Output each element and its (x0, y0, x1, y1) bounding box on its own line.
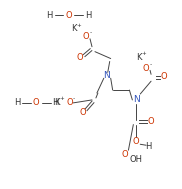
Text: O: O (77, 53, 84, 62)
Text: N: N (103, 71, 110, 80)
Text: O: O (65, 11, 72, 20)
Text: O: O (66, 98, 73, 107)
Text: -: - (73, 96, 75, 101)
Text: O: O (143, 64, 149, 73)
Text: H: H (52, 98, 59, 107)
Text: +: + (59, 96, 64, 101)
Text: H: H (14, 98, 20, 107)
Text: O: O (83, 32, 89, 41)
Text: -: - (90, 30, 92, 35)
Text: O: O (161, 72, 167, 81)
Text: K: K (136, 53, 142, 62)
Text: N: N (133, 95, 140, 104)
Text: O: O (121, 150, 128, 159)
Text: K: K (72, 25, 77, 33)
Text: O: O (148, 117, 154, 126)
Text: O: O (133, 137, 140, 146)
Text: O: O (33, 98, 39, 107)
Text: +: + (142, 51, 147, 56)
Text: OH: OH (130, 155, 143, 163)
Text: O: O (80, 108, 86, 117)
Text: K: K (54, 98, 59, 107)
Text: H: H (145, 142, 151, 151)
Text: H: H (85, 11, 91, 20)
Text: +: + (77, 22, 82, 28)
Text: -: - (150, 62, 152, 67)
Text: H: H (46, 11, 53, 20)
